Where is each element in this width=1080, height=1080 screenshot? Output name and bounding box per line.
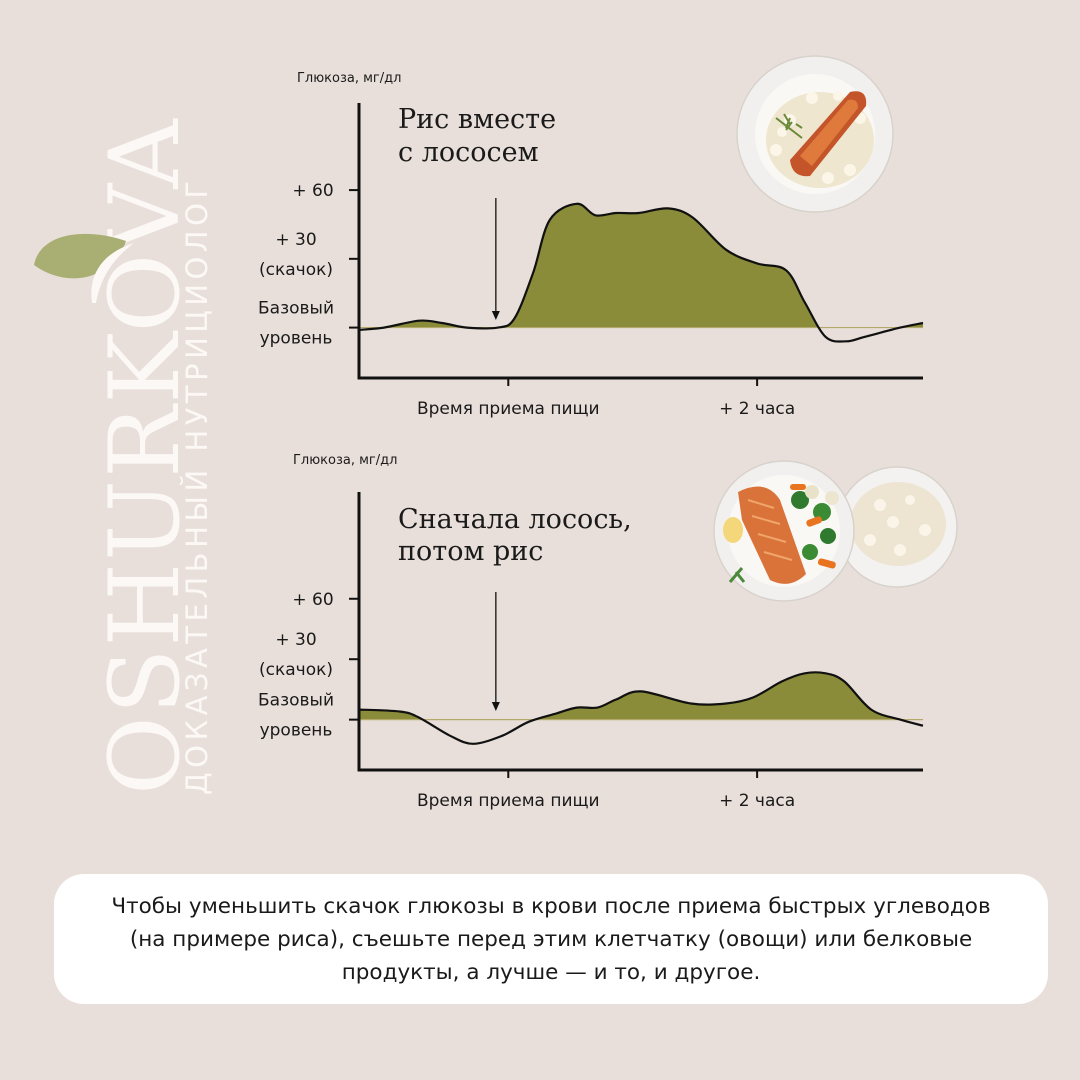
y-tick-label: Базовый	[258, 691, 334, 711]
y-tick-sublabel: уровень	[260, 721, 333, 741]
plate-rice-salmon-icon	[736, 55, 894, 213]
plate-salmon-vegetables-icon	[713, 460, 855, 602]
x-tick-label: + 2 часа	[719, 399, 795, 419]
glucose-curve	[358, 202, 924, 343]
y-tick-sublabel: (скачок)	[259, 660, 333, 680]
chart-ylabel: Глюкоза, мг/дл	[297, 71, 401, 86]
x-tick-plus-2-hours: + 2 часа	[719, 770, 795, 811]
rice-bowl-icon	[836, 466, 958, 588]
glucose-area	[359, 203, 923, 328]
y-tick-60: + 60	[292, 181, 359, 201]
y-tick-60: + 60	[292, 590, 359, 610]
y-tick-label: + 30	[275, 230, 316, 250]
y-tick-baseline: Базовый уровень	[258, 299, 359, 349]
y-tick-sublabel: уровень	[260, 329, 333, 349]
glucose-area	[359, 672, 901, 720]
x-tick-meal-time: Время приема пищи	[417, 378, 600, 419]
glucose-curve	[358, 671, 924, 745]
x-tick-plus-2-hours: + 2 часа	[719, 378, 795, 419]
x-tick-meal-time: Время приема пищи	[417, 770, 600, 811]
y-tick-baseline: Базовый уровень	[258, 691, 359, 741]
y-tick-sublabel: (скачок)	[259, 260, 333, 280]
chart-title-line-1: Рис вместе	[398, 104, 556, 135]
y-tick-30: + 30 (скачок)	[259, 630, 359, 680]
x-tick-label: Время приема пищи	[417, 791, 600, 811]
chart-ylabel: Глюкоза, мг/дл	[293, 453, 397, 468]
tip-card: Чтобы уменьшить скачок глюкозы в крови п…	[54, 874, 1048, 1004]
meal-arrow-icon	[491, 592, 500, 711]
tip-text: Чтобы уменьшить скачок глюкозы в крови п…	[111, 893, 991, 985]
chart-title-line-1: Сначала лосось,	[398, 504, 632, 535]
y-tick-label: + 60	[292, 590, 333, 610]
chart-title-line-2: с лососем	[398, 137, 539, 168]
y-tick-label: + 30	[275, 630, 316, 650]
y-tick-label: + 60	[292, 181, 333, 201]
chart-title-line-2: потом рис	[398, 536, 543, 567]
y-tick-30: + 30 (скачок)	[259, 230, 359, 280]
meal-arrow-icon	[491, 198, 500, 320]
y-tick-label: Базовый	[258, 299, 334, 319]
x-tick-label: Время приема пищи	[417, 399, 600, 419]
x-tick-label: + 2 часа	[719, 791, 795, 811]
